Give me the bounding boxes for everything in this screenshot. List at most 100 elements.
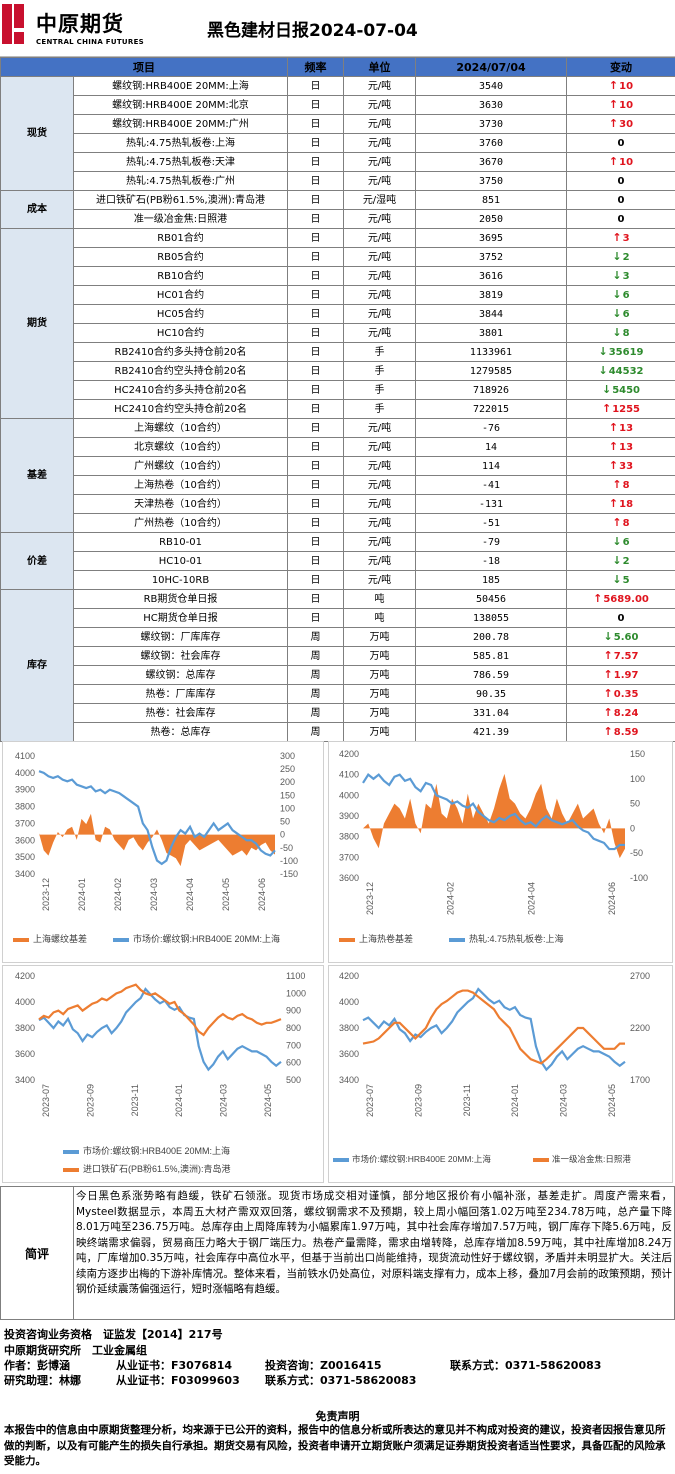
row-item: 热卷：社会库存 [73, 703, 288, 723]
arrow-up-icon: ↑ [608, 440, 619, 453]
x-tick: 2024-01 [510, 1084, 520, 1117]
series-line [38, 983, 282, 1037]
table-row: 热卷：总库存周万吨 421.39 ↑8.59 [1, 722, 675, 742]
row-unit: 元/吨 [343, 76, 416, 96]
row-item: HC05合约 [73, 304, 288, 324]
table-row: 热卷：厂库库存周万吨 90.35 ↑0.35 [1, 684, 675, 704]
y-tick-right: 100 [280, 803, 295, 813]
review-text: 今日黑色系涨势略有趋缓，铁矿石领涨。现货市场成交相对谨慎，部分地区报价有小幅补涨… [76, 1190, 672, 1295]
row-freq: 日 [287, 190, 344, 210]
row-item: 螺纹钢：厂库库存 [73, 627, 288, 647]
row-item: RB05合约 [73, 247, 288, 267]
table-row: RB2410合约空头持仓前20名日手 1279585 ↓44532 [1, 361, 675, 381]
row-item: 热卷：厂库库存 [73, 684, 288, 704]
row-value: 3695 [415, 228, 567, 248]
row-freq: 日 [287, 285, 344, 305]
section-label: 期货 [0, 228, 74, 419]
row-unit: 手 [343, 399, 416, 419]
row-unit: 手 [343, 342, 416, 362]
row-unit: 元/吨 [343, 171, 416, 191]
x-tick: 2024-03 [149, 878, 159, 911]
y-tick-right: 50 [280, 817, 290, 827]
x-tick: 2024-05 [607, 1084, 617, 1117]
arrow-up-icon: ↑ [608, 117, 619, 130]
row-freq: 周 [287, 703, 344, 723]
row-freq: 日 [287, 95, 344, 115]
row-unit: 元/吨 [343, 266, 416, 286]
row-item: 10HC-10RB [73, 570, 288, 590]
y-tick-left: 3500 [15, 852, 35, 862]
x-tick: 2023-11 [130, 1084, 140, 1116]
company-logo [2, 4, 24, 44]
col-header-unit: 单位 [343, 57, 416, 77]
row-item: 天津热卷（10合约） [73, 494, 288, 514]
row-item: HC10-01 [73, 551, 288, 571]
section-label: 基差 [0, 418, 74, 533]
table-header-row: 项目 频率 单位 2024/07/04 变动 [0, 57, 675, 77]
legend-label: 上海螺纹基差 [33, 933, 87, 944]
row-unit: 元/吨 [343, 95, 416, 115]
row-unit: 元/吨 [343, 114, 416, 134]
row-freq: 日 [287, 608, 344, 628]
row-item: 热卷：总库存 [73, 722, 288, 742]
row-change: 0 [566, 608, 675, 628]
table-row: 螺纹钢：社会库存周万吨 585.81 ↑7.57 [1, 646, 675, 666]
table-row: HC期货仓单日报日吨 138055 0 [1, 608, 675, 628]
row-change: ↓44532 [566, 361, 675, 381]
row-item: RB期货仓单日报 [73, 589, 288, 609]
disclaimer-title: 免责声明 [315, 1410, 360, 1423]
row-freq: 日 [287, 475, 344, 495]
author-invest: 投资咨询：Z0016415 [265, 1359, 382, 1372]
arrow-up-icon: ↑ [608, 79, 619, 92]
x-tick: 2023-09 [85, 1084, 95, 1117]
row-unit: 元/吨 [343, 513, 416, 533]
legend-swatch [113, 938, 129, 942]
legend-label: 进口铁矿石(PB粉61.5%,澳洲):青岛港 [83, 1163, 231, 1174]
row-value: 14 [415, 437, 567, 457]
row-freq: 日 [287, 76, 344, 96]
row-value: 3844 [415, 304, 567, 324]
arrow-up-icon: ↑ [601, 402, 612, 415]
row-change: ↑30 [566, 114, 675, 134]
table-row: 10HC-10RB 日元/吨 185 ↓5 [1, 570, 675, 590]
row-freq: 周 [287, 646, 344, 666]
chart-hrc-basis: 4200 4100 4000 3900 3800 3700 3600 150 100 50 0 -50… [328, 741, 673, 963]
row-freq: 日 [287, 209, 344, 229]
row-unit: 元/吨 [343, 551, 416, 571]
row-change: ↑1255 [566, 399, 675, 419]
table-row: 现货 螺纹钢:HRB400E 20MM:上海日元/吨 3540 ↑10 [0, 76, 675, 191]
legend-swatch [533, 1158, 549, 1162]
row-change: ↓5450 [566, 380, 675, 400]
y-tick-right: 700 [286, 1040, 301, 1050]
row-freq: 日 [287, 247, 344, 267]
row-change: 0 [566, 133, 675, 153]
row-change: ↓3 [566, 266, 675, 286]
arrow-up-icon: ↑ [603, 725, 613, 738]
arrow-down-icon: ↓ [598, 364, 608, 377]
y-tick-right: 900 [286, 1006, 301, 1016]
legend-swatch [13, 938, 29, 942]
row-change: ↓6 [566, 532, 675, 552]
arrow-up-icon: ↑ [608, 421, 619, 434]
row-unit: 元/吨 [343, 247, 416, 267]
x-tick: 2023-11 [462, 1084, 472, 1116]
y-tick-right: 2700 [630, 971, 650, 981]
row-item: RB2410合约多头持仓前20名 [73, 342, 288, 362]
y-tick-left: 4100 [15, 751, 35, 761]
row-change: ↑8 [566, 513, 675, 533]
row-unit: 元/吨 [343, 456, 416, 476]
row-unit: 万吨 [343, 627, 416, 647]
row-value: -131 [415, 494, 567, 514]
row-item: HC期货仓单日报 [73, 608, 288, 628]
y-tick-right: 300 [280, 751, 295, 761]
row-value: 718926 [415, 380, 567, 400]
row-freq: 日 [287, 266, 344, 286]
arrow-up-icon: ↑ [612, 516, 622, 529]
arrow-up-icon: ↑ [593, 592, 603, 605]
logo-name: 中原期货 [36, 12, 124, 36]
arrow-up-icon: ↑ [608, 98, 619, 111]
report-title: 黑色建材日报2024-07-04 [207, 21, 418, 41]
x-tick: 2024-06 [607, 882, 617, 915]
section-label: 价差 [0, 532, 74, 590]
y-tick-left: 4100 [339, 770, 359, 780]
